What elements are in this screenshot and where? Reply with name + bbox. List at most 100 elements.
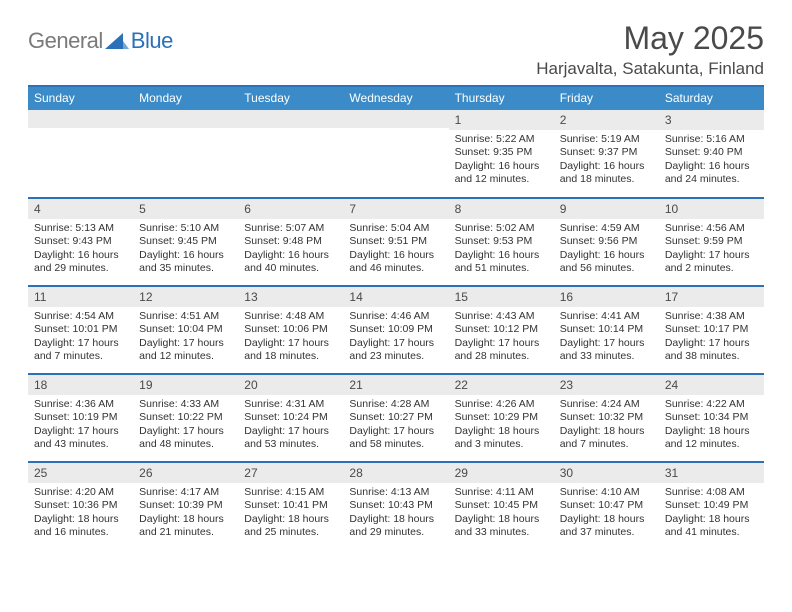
- day-details: Sunrise: 4:54 AMSunset: 10:01 PMDaylight…: [28, 307, 133, 368]
- day-detail-line: Daylight: 18 hours and 16 minutes.: [34, 513, 127, 540]
- calendar-day-cell: 23Sunrise: 4:24 AMSunset: 10:32 PMDaylig…: [554, 374, 659, 462]
- weekday-header-row: Sunday Monday Tuesday Wednesday Thursday…: [28, 87, 764, 110]
- day-number: 18: [28, 375, 133, 395]
- day-detail-line: Daylight: 18 hours and 7 minutes.: [560, 425, 653, 452]
- day-detail-line: Daylight: 17 hours and 28 minutes.: [455, 337, 548, 364]
- day-detail-line: Sunrise: 5:16 AM: [665, 133, 758, 146]
- day-detail-line: Daylight: 16 hours and 51 minutes.: [455, 249, 548, 276]
- calendar-day-cell: 10Sunrise: 4:56 AMSunset: 9:59 PMDayligh…: [659, 198, 764, 286]
- day-details: Sunrise: 4:28 AMSunset: 10:27 PMDaylight…: [343, 395, 448, 456]
- brand-triangle-icon: [105, 31, 129, 51]
- calendar-day-cell: [343, 110, 448, 198]
- day-detail-line: Sunrise: 4:56 AM: [665, 222, 758, 235]
- calendar-week-row: 18Sunrise: 4:36 AMSunset: 10:19 PMDaylig…: [28, 374, 764, 462]
- day-detail-line: Daylight: 17 hours and 18 minutes.: [244, 337, 337, 364]
- day-number: 16: [554, 287, 659, 307]
- weekday-header: Sunday: [28, 87, 133, 110]
- title-block: May 2025 Harjavalta, Satakunta, Finland: [536, 20, 764, 79]
- day-number: 26: [133, 463, 238, 483]
- month-title: May 2025: [536, 20, 764, 57]
- day-number: 14: [343, 287, 448, 307]
- day-number: 2: [554, 110, 659, 130]
- day-detail-line: Daylight: 17 hours and 53 minutes.: [244, 425, 337, 452]
- day-detail-line: Sunset: 10:01 PM: [34, 323, 127, 336]
- day-detail-line: Daylight: 16 hours and 56 minutes.: [560, 249, 653, 276]
- day-detail-line: Sunset: 10:49 PM: [665, 499, 758, 512]
- day-detail-line: Sunset: 9:56 PM: [560, 235, 653, 248]
- calendar-day-cell: 28Sunrise: 4:13 AMSunset: 10:43 PMDaylig…: [343, 462, 448, 550]
- day-detail-line: Sunset: 9:35 PM: [455, 146, 548, 159]
- day-details: Sunrise: 5:02 AMSunset: 9:53 PMDaylight:…: [449, 219, 554, 280]
- day-detail-line: Sunset: 9:53 PM: [455, 235, 548, 248]
- calendar-day-cell: 6Sunrise: 5:07 AMSunset: 9:48 PMDaylight…: [238, 198, 343, 286]
- day-number: 23: [554, 375, 659, 395]
- day-details: Sunrise: 5:10 AMSunset: 9:45 PMDaylight:…: [133, 219, 238, 280]
- calendar-day-cell: 20Sunrise: 4:31 AMSunset: 10:24 PMDaylig…: [238, 374, 343, 462]
- day-number: 4: [28, 199, 133, 219]
- day-detail-line: Sunrise: 5:07 AM: [244, 222, 337, 235]
- day-details: Sunrise: 5:07 AMSunset: 9:48 PMDaylight:…: [238, 219, 343, 280]
- calendar-day-cell: 27Sunrise: 4:15 AMSunset: 10:41 PMDaylig…: [238, 462, 343, 550]
- day-details: Sunrise: 4:43 AMSunset: 10:12 PMDaylight…: [449, 307, 554, 368]
- day-detail-line: Daylight: 18 hours and 37 minutes.: [560, 513, 653, 540]
- day-detail-line: Sunset: 10:12 PM: [455, 323, 548, 336]
- day-details: Sunrise: 4:38 AMSunset: 10:17 PMDaylight…: [659, 307, 764, 368]
- calendar-day-cell: 8Sunrise: 5:02 AMSunset: 9:53 PMDaylight…: [449, 198, 554, 286]
- day-detail-line: Sunset: 9:37 PM: [560, 146, 653, 159]
- day-detail-line: Daylight: 17 hours and 58 minutes.: [349, 425, 442, 452]
- brand-text-2: Blue: [131, 28, 173, 54]
- day-detail-line: Sunrise: 5:02 AM: [455, 222, 548, 235]
- day-number: 9: [554, 199, 659, 219]
- day-details: Sunrise: 5:13 AMSunset: 9:43 PMDaylight:…: [28, 219, 133, 280]
- calendar-day-cell: [238, 110, 343, 198]
- day-detail-line: Sunrise: 5:04 AM: [349, 222, 442, 235]
- day-number: [343, 110, 448, 128]
- weekday-header: Saturday: [659, 87, 764, 110]
- calendar-day-cell: 1Sunrise: 5:22 AMSunset: 9:35 PMDaylight…: [449, 110, 554, 198]
- day-number: 7: [343, 199, 448, 219]
- day-number: 13: [238, 287, 343, 307]
- day-number: 20: [238, 375, 343, 395]
- day-details: Sunrise: 5:22 AMSunset: 9:35 PMDaylight:…: [449, 130, 554, 191]
- calendar-day-cell: 26Sunrise: 4:17 AMSunset: 10:39 PMDaylig…: [133, 462, 238, 550]
- day-detail-line: Daylight: 17 hours and 43 minutes.: [34, 425, 127, 452]
- day-detail-line: Sunrise: 4:33 AM: [139, 398, 232, 411]
- day-details: Sunrise: 4:26 AMSunset: 10:29 PMDaylight…: [449, 395, 554, 456]
- day-number: 1: [449, 110, 554, 130]
- day-detail-line: Sunrise: 4:13 AM: [349, 486, 442, 499]
- day-number: 30: [554, 463, 659, 483]
- day-detail-line: Sunrise: 4:24 AM: [560, 398, 653, 411]
- calendar-day-cell: 12Sunrise: 4:51 AMSunset: 10:04 PMDaylig…: [133, 286, 238, 374]
- day-detail-line: Sunset: 10:47 PM: [560, 499, 653, 512]
- calendar-day-cell: 17Sunrise: 4:38 AMSunset: 10:17 PMDaylig…: [659, 286, 764, 374]
- brand-text-1: General: [28, 28, 103, 54]
- day-detail-line: Daylight: 18 hours and 12 minutes.: [665, 425, 758, 452]
- day-details: Sunrise: 4:51 AMSunset: 10:04 PMDaylight…: [133, 307, 238, 368]
- day-details: Sunrise: 4:24 AMSunset: 10:32 PMDaylight…: [554, 395, 659, 456]
- day-detail-line: Daylight: 18 hours and 33 minutes.: [455, 513, 548, 540]
- day-detail-line: Sunrise: 4:46 AM: [349, 310, 442, 323]
- day-detail-line: Daylight: 16 hours and 24 minutes.: [665, 160, 758, 187]
- calendar-day-cell: 11Sunrise: 4:54 AMSunset: 10:01 PMDaylig…: [28, 286, 133, 374]
- weekday-header: Friday: [554, 87, 659, 110]
- day-number: 17: [659, 287, 764, 307]
- day-detail-line: Sunrise: 4:51 AM: [139, 310, 232, 323]
- calendar-day-cell: 15Sunrise: 4:43 AMSunset: 10:12 PMDaylig…: [449, 286, 554, 374]
- day-detail-line: Daylight: 17 hours and 38 minutes.: [665, 337, 758, 364]
- day-details: [343, 128, 448, 135]
- day-detail-line: Sunset: 10:27 PM: [349, 411, 442, 424]
- day-number: 11: [28, 287, 133, 307]
- day-detail-line: Sunset: 10:22 PM: [139, 411, 232, 424]
- day-details: Sunrise: 4:56 AMSunset: 9:59 PMDaylight:…: [659, 219, 764, 280]
- day-number: [28, 110, 133, 128]
- day-number: 27: [238, 463, 343, 483]
- day-details: Sunrise: 4:20 AMSunset: 10:36 PMDaylight…: [28, 483, 133, 544]
- calendar-day-cell: 5Sunrise: 5:10 AMSunset: 9:45 PMDaylight…: [133, 198, 238, 286]
- day-detail-line: Sunrise: 4:43 AM: [455, 310, 548, 323]
- calendar-day-cell: 30Sunrise: 4:10 AMSunset: 10:47 PMDaylig…: [554, 462, 659, 550]
- day-detail-line: Sunset: 10:17 PM: [665, 323, 758, 336]
- day-details: Sunrise: 4:41 AMSunset: 10:14 PMDaylight…: [554, 307, 659, 368]
- day-detail-line: Daylight: 18 hours and 29 minutes.: [349, 513, 442, 540]
- day-detail-line: Sunset: 10:43 PM: [349, 499, 442, 512]
- day-number: 15: [449, 287, 554, 307]
